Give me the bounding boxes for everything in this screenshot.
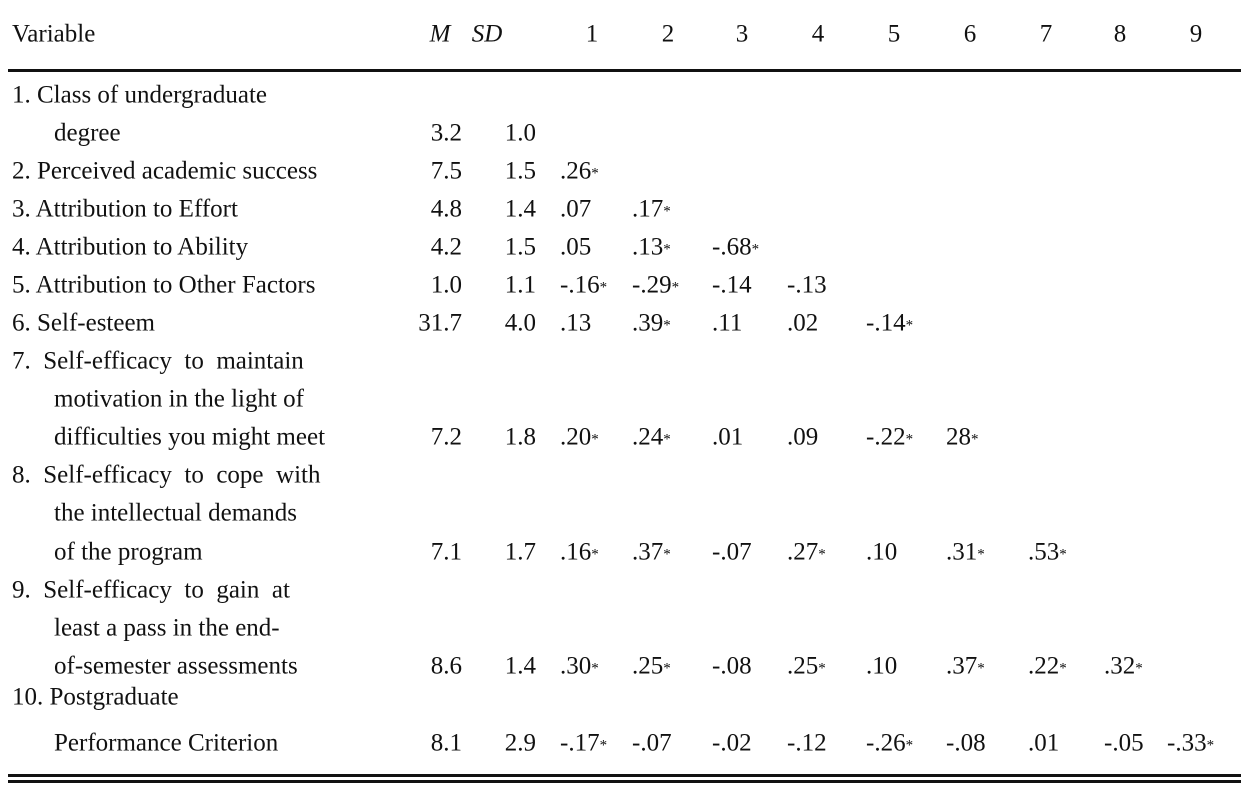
correlation: .13*: [632, 233, 671, 261]
correlation: -.05: [1104, 729, 1144, 757]
correlation: .37*: [632, 538, 671, 566]
header-cell: 4: [811, 20, 825, 48]
variable-label: of the program: [54, 538, 203, 566]
correlation: .01: [1028, 729, 1060, 757]
correlation: -.13: [787, 271, 827, 299]
variable-label: 1. Class of undergraduate: [12, 81, 268, 109]
correlation: -.07: [712, 538, 752, 566]
sd: 4.0: [504, 309, 536, 337]
mean: 8.1: [430, 729, 462, 757]
correlation: .13: [560, 309, 592, 337]
mean: 7.1: [430, 538, 462, 566]
correlation: .17*: [632, 195, 671, 223]
sd: 1.0: [504, 119, 536, 147]
variable-label: 9. Self-efficacy to gain at: [12, 576, 290, 604]
variable-label: degree: [54, 119, 121, 147]
mean: 7.5: [430, 157, 462, 185]
header-cell: 1: [585, 20, 599, 48]
top-rule: [8, 69, 1241, 72]
header-cell: 3: [735, 20, 749, 48]
sd: 1.4: [504, 652, 536, 680]
correlation: -.07: [632, 729, 672, 757]
mean: 1.0: [430, 271, 462, 299]
sd: 1.4: [504, 195, 536, 223]
correlation: -.02: [712, 729, 752, 757]
bottom-rule: [8, 780, 1241, 783]
mean: 3.2: [430, 119, 462, 147]
correlation: -.17*: [560, 729, 608, 757]
mean: 7.2: [430, 423, 462, 451]
correlation: -.14*: [866, 309, 914, 337]
correlation: .31*: [946, 538, 985, 566]
correlation: .22*: [1028, 652, 1067, 680]
correlation: -.16*: [560, 271, 608, 299]
correlation: .30*: [560, 652, 599, 680]
correlation: .10: [866, 652, 898, 680]
correlation: .37*: [946, 652, 985, 680]
header-cell: 9: [1189, 20, 1203, 48]
correlation: .24*: [632, 423, 671, 451]
header-cell: 5: [887, 20, 901, 48]
correlation: .32*: [1104, 652, 1143, 680]
correlation: -.26*: [866, 729, 914, 757]
correlation: -.68*: [712, 233, 760, 261]
correlation: .05: [560, 233, 592, 261]
correlation: -.08: [946, 729, 986, 757]
correlation: .27*: [787, 538, 826, 566]
variable-label: the intellectual demands: [54, 499, 297, 527]
correlation: .20*: [560, 423, 599, 451]
sd: 1.1: [504, 271, 536, 299]
header-cell: 2: [661, 20, 675, 48]
mean: 4.2: [430, 233, 462, 261]
mean: 8.6: [430, 652, 462, 680]
header-cell: 8: [1113, 20, 1127, 48]
correlation: 28*: [946, 423, 979, 451]
sd: 1.5: [504, 233, 536, 261]
correlation: -.29*: [632, 271, 680, 299]
correlation: -.08: [712, 652, 752, 680]
correlation: .01: [712, 423, 744, 451]
correlation: .53*: [1028, 538, 1067, 566]
variable-label: 3. Attribution to Effort: [12, 195, 238, 223]
variable-label: 8. Self-efficacy to cope with: [12, 461, 321, 489]
variable-label: of-semester assessments: [54, 652, 298, 680]
correlation: .16*: [560, 538, 599, 566]
mean: 4.8: [430, 195, 462, 223]
variable-label: 4. Attribution to Ability: [12, 233, 249, 261]
variable-label: Performance Criterion: [54, 729, 279, 757]
header-cell: 6: [963, 20, 977, 48]
header-cell: M: [429, 20, 451, 48]
variable-label: 7. Self-efficacy to maintain: [12, 347, 304, 375]
correlation: .07: [560, 195, 592, 223]
correlation: -.12: [787, 729, 827, 757]
correlation: .10: [866, 538, 898, 566]
correlation: .25*: [787, 652, 826, 680]
correlation: .09: [787, 423, 819, 451]
header-cell: 7: [1039, 20, 1053, 48]
variable-label: motivation in the light of: [54, 385, 304, 413]
correlation: -.14: [712, 271, 752, 299]
mean: 31.7: [418, 309, 462, 337]
correlation: -.33*: [1167, 729, 1215, 757]
correlation: .39*: [632, 309, 671, 337]
variable-label: 2. Perceived academic success: [12, 157, 318, 185]
variable-label: 5. Attribution to Other Factors: [12, 271, 316, 299]
sd: 2.9: [504, 729, 536, 757]
variable-label: 10. Postgraduate: [12, 683, 179, 711]
correlation: -.22*: [866, 423, 914, 451]
correlation: .26*: [560, 157, 599, 185]
sd: 1.5: [504, 157, 536, 185]
sd: 1.8: [504, 423, 536, 451]
correlation: .02: [787, 309, 819, 337]
header-cell: Variable: [12, 20, 96, 48]
bottom-rule: [8, 774, 1241, 777]
header-cell: SD: [471, 20, 503, 48]
variable-label: 6. Self-esteem: [12, 309, 156, 337]
variable-label: difficulties you might meet: [54, 423, 326, 451]
sd: 1.7: [504, 538, 536, 566]
correlation: .25*: [632, 652, 671, 680]
correlation: .11: [712, 309, 743, 337]
variable-label: least a pass in the end-: [54, 614, 280, 642]
